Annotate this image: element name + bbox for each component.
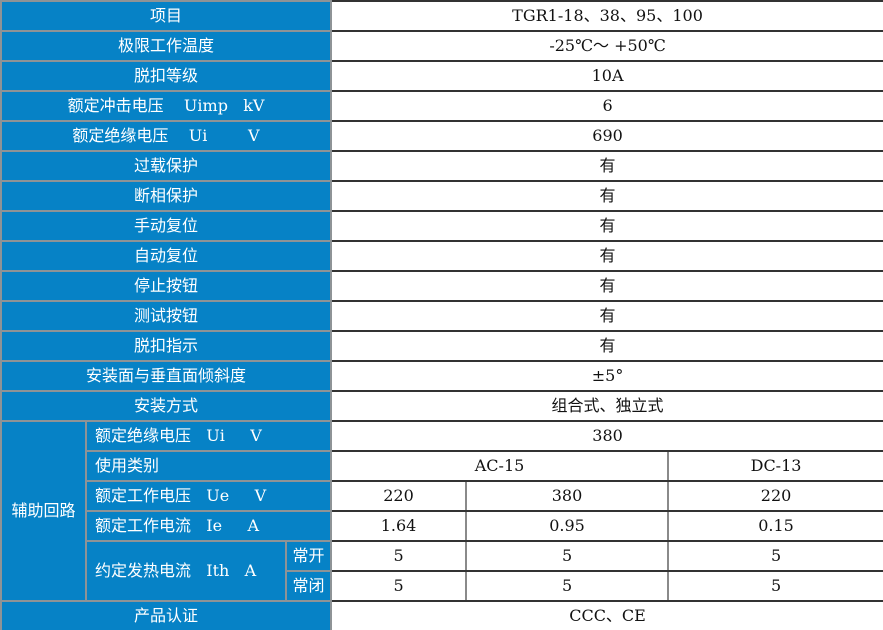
- row-temp-range: 极限工作温度 -25℃～ +50℃: [0, 30, 883, 62]
- spec-label-insulation-voltage: 额定绝缘电压 Ui V: [0, 120, 333, 152]
- row-impulse-voltage: 额定冲击电压 Uimp kV 6: [0, 90, 883, 122]
- row-mounting-tilt: 安装面与垂直面倾斜度 ±5°: [0, 360, 883, 392]
- aux-value-category-dc: DC-13: [667, 450, 883, 482]
- aux-value-ith-no-3: 5: [667, 540, 883, 572]
- spec-value-test-button: 有: [330, 300, 883, 332]
- row-aux-working-current: 额定工作电流 Ie A 1.64 0.95 0.15: [1, 510, 883, 542]
- row-auto-reset: 自动复位 有: [0, 240, 883, 272]
- spec-value-manual-reset: 有: [330, 210, 883, 242]
- aux-label-utilization-category: 使用类别: [84, 450, 333, 482]
- row-item: 项目 TGR1-18、38、95、100: [0, 0, 883, 32]
- aux-value-ith-no-1: 5: [330, 540, 468, 572]
- spec-label-impulse-voltage: 额定冲击电压 Uimp kV: [0, 90, 333, 122]
- row-mounting-type: 安装方式 组合式、独立式: [0, 390, 883, 422]
- aux-value-ie-2: 0.95: [465, 510, 670, 542]
- row-stop-button-spec: 停止按钮 有: [0, 270, 883, 302]
- aux-value-ith-no-2: 5: [465, 540, 670, 572]
- aux-label-insulation-voltage: 额定绝缘电压 Ui V: [84, 420, 333, 452]
- spec-value-auto-reset: 有: [330, 240, 883, 272]
- aux-value-ue-2: 380: [465, 480, 670, 512]
- row-certification: 产品认证 CCC、CE: [0, 600, 883, 630]
- row-manual-reset: 手动复位 有: [0, 210, 883, 242]
- spec-label-temp-range: 极限工作温度: [0, 30, 333, 62]
- spec-value-overload-protection: 有: [330, 150, 883, 182]
- spec-value-mounting-tilt: ±5°: [330, 360, 883, 392]
- aux-value-ie-3: 0.15: [667, 510, 883, 542]
- row-insulation-voltage: 额定绝缘电压 Ui V 690: [0, 120, 883, 152]
- row-aux-thermal-nc: 常闭 5 5 5: [1, 570, 883, 602]
- row-overload-protection: 过载保护 有: [0, 150, 883, 182]
- aux-value-insulation-voltage: 380: [330, 420, 883, 452]
- aux-value-ith-nc-1: 5: [330, 570, 468, 602]
- spec-value-temp-range: -25℃～ +50℃: [330, 30, 883, 62]
- spec-value-certification: CCC、CE: [330, 600, 883, 630]
- aux-label-working-voltage: 额定工作电压 Ue V: [84, 480, 333, 512]
- aux-label-normally-open: 常开: [284, 540, 333, 572]
- aux-value-ith-nc-3: 5: [667, 570, 883, 602]
- spec-label-item: 项目: [0, 0, 333, 32]
- spec-label-stop-button: 停止按钮: [0, 270, 333, 302]
- spec-label-phase-failure-protection: 断相保护: [0, 180, 333, 212]
- aux-label-normally-closed: 常闭: [284, 570, 333, 602]
- spec-label-trip-indication: 脱扣指示: [0, 330, 333, 362]
- spec-label-mounting-type: 安装方式: [0, 390, 333, 422]
- spec-value-insulation-voltage: 690: [330, 120, 883, 152]
- aux-value-ue-3: 220: [667, 480, 883, 512]
- spec-value-phase-failure-protection: 有: [330, 180, 883, 212]
- spec-label-auto-reset: 自动复位: [0, 240, 333, 272]
- aux-label-thermal-current: 约定发热电流 Ith A: [85, 540, 287, 602]
- spec-label-test-button: 测试按钮: [0, 300, 333, 332]
- row-aux-thermal-no: 约定发热电流 Ith A 常开 5 5 5: [1, 540, 883, 602]
- row-aux-category: 使用类别 AC-15 DC-13: [1, 450, 883, 482]
- row-trip-indication: 脱扣指示 有: [0, 330, 883, 362]
- aux-group-label: 辅助回路: [0, 420, 87, 602]
- aux-value-ith-nc-2: 5: [465, 570, 670, 602]
- spec-value-stop-button: 有: [330, 270, 883, 302]
- spec-value-model: TGR1-18、38、95、100: [330, 0, 883, 32]
- row-aux-insulation: 辅助回路 额定绝缘电压 Ui V 380: [0, 420, 883, 602]
- spec-value-impulse-voltage: 6: [330, 90, 883, 122]
- row-trip-class: 脱扣等级 10A: [0, 60, 883, 92]
- row-aux-working-voltage: 额定工作电压 Ue V 220 380 220: [1, 480, 883, 512]
- spec-label-overload-protection: 过载保护: [0, 150, 333, 182]
- row-phase-failure-protection: 断相保护 有: [0, 180, 883, 212]
- aux-value-category-ac: AC-15: [330, 450, 670, 482]
- spec-label-certification: 产品认证: [0, 600, 333, 630]
- row-test-button-spec: 测试按钮 有: [0, 300, 883, 332]
- spec-label-mounting-tilt: 安装面与垂直面倾斜度: [0, 360, 333, 392]
- aux-label-working-current: 额定工作电流 Ie A: [84, 510, 333, 542]
- spec-value-trip-class: 10A: [330, 60, 883, 92]
- spec-value-mounting-type: 组合式、独立式: [330, 390, 883, 422]
- aux-value-ue-1: 220: [330, 480, 468, 512]
- aux-value-ie-1: 1.64: [330, 510, 468, 542]
- spec-label-trip-class: 脱扣等级: [0, 60, 333, 92]
- spec-value-trip-indication: 有: [330, 330, 883, 362]
- spec-label-manual-reset: 手动复位: [0, 210, 333, 242]
